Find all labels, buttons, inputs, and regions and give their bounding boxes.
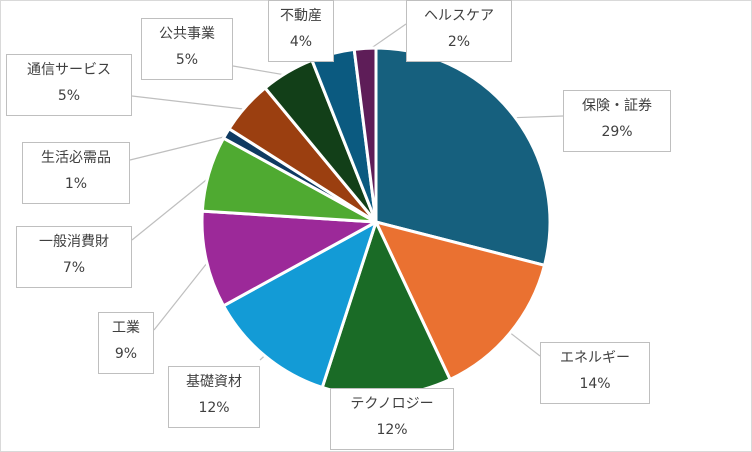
data-label: 生活必需品 1% [22, 142, 130, 204]
data-label: 基礎資材 12% [168, 366, 260, 428]
data-label-percent: 12% [198, 400, 230, 416]
data-label-category: 通信サービス [27, 62, 111, 78]
pie-slice [352, 46, 378, 224]
data-label-percent: 12% [376, 422, 408, 438]
data-label: ヘルスケア 2% [406, 0, 512, 62]
data-label: 保険・証券 29% [563, 90, 671, 152]
data-label: エネルギー 14% [540, 342, 650, 404]
data-label-category: 一般消費財 [39, 234, 109, 250]
data-label-percent: 29% [601, 124, 633, 140]
leader-line [232, 65, 290, 77]
data-label-percent: 1% [64, 176, 88, 192]
data-label: 工業 9% [98, 312, 154, 374]
leader-line [131, 174, 214, 241]
leader-line [129, 134, 230, 161]
data-label: 不動産 4% [268, 0, 334, 62]
data-label: 公共事業 5% [141, 18, 233, 80]
data-label-percent: 4% [289, 34, 313, 50]
data-label-category: 基礎資材 [186, 374, 242, 390]
data-label-percent: 2% [447, 34, 471, 50]
data-label-percent: 14% [579, 376, 611, 392]
data-label-category: ヘルスケア [424, 8, 494, 24]
pie-slice [200, 209, 378, 308]
data-label-percent: 5% [175, 52, 199, 68]
leader-line [153, 258, 211, 331]
data-label-percent: 5% [57, 88, 81, 104]
data-label-percent: 7% [62, 260, 86, 276]
pie-slice [374, 220, 547, 381]
data-label-category: 生活必需品 [41, 150, 111, 166]
data-label-category: テクノロジー [350, 396, 434, 412]
data-label-category: 工業 [112, 320, 140, 336]
data-label-category: 不動産 [280, 8, 322, 24]
leader-line [506, 329, 541, 357]
data-label-category: 保険・証券 [582, 98, 652, 114]
data-label-category: 公共事業 [159, 26, 215, 42]
data-label: 一般消費財 7% [16, 226, 132, 288]
data-label-category: エネルギー [560, 350, 630, 366]
data-label-percent: 9% [114, 346, 138, 362]
leader-line [131, 95, 249, 111]
leader-line [510, 115, 564, 119]
data-label: テクノロジー 12% [330, 388, 454, 450]
data-label: 通信サービス 5% [6, 54, 132, 116]
pie-slice [222, 220, 378, 389]
